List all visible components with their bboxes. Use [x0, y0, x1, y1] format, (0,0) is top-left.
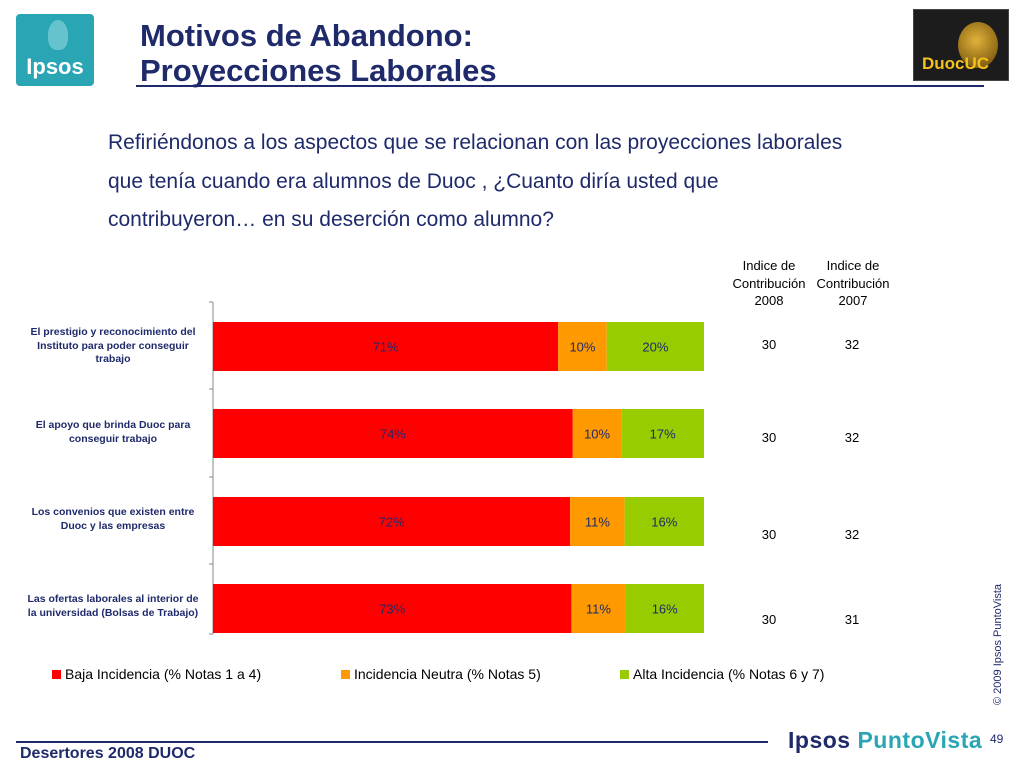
category-label-line: conseguir trabajo	[68, 432, 158, 445]
category-label-line: Los convenios que existen entre	[31, 506, 195, 518]
title-line-1: Motivos de Abandono:	[140, 18, 473, 53]
bar-segment	[558, 322, 607, 371]
bar-segment	[621, 409, 704, 458]
category-label: El apoyo que brinda Duoc para conseguir …	[16, 419, 210, 446]
index-header-2007-line: Indice de	[826, 258, 880, 273]
question-line-3: contribuyeron… en su deserción como alum…	[108, 208, 554, 231]
data-label: 71%	[373, 340, 399, 355]
bar-segment	[570, 497, 625, 546]
category-label: Los convenios que existen entre Duoc y l…	[16, 506, 210, 533]
data-label: 10%	[584, 427, 610, 442]
duoc-logo: DuocUC	[913, 9, 1009, 81]
bar-segment	[213, 322, 559, 371]
bar-segment	[624, 497, 704, 546]
category-label-line: la universidad (Bolsas de Trabajo)	[27, 606, 199, 619]
title-line-2: Proyecciones Laborales	[140, 53, 497, 88]
legend-swatch	[341, 669, 350, 679]
brand-part-1: Ipsos	[788, 727, 858, 753]
data-label: 11%	[585, 515, 610, 530]
data-label: 17%	[650, 427, 676, 442]
index-header-2008-line: Contribución	[732, 275, 806, 291]
ipsos-head-icon	[48, 20, 68, 50]
bar-segment	[213, 497, 571, 546]
index-header-2008-line: Indice de	[742, 258, 796, 273]
category-label-line: El prestigio y reconocimiento del	[30, 326, 196, 338]
index-header-2007-line: Contribución	[816, 275, 890, 291]
survey-question: Refiriéndonos a los aspectos que se rela…	[108, 124, 928, 240]
index-2008-value: 30	[761, 612, 777, 627]
ipsos-logo-text: Ipsos	[26, 54, 84, 79]
footer-divider	[16, 741, 768, 743]
bar-segment	[571, 584, 626, 633]
index-2008-value: 30	[761, 430, 777, 445]
ipsos-logo: Ipsos	[16, 14, 94, 86]
bar-segment	[213, 409, 573, 458]
index-2008-value: 30	[761, 337, 777, 352]
data-label: 10%	[569, 340, 595, 355]
category-label-line: trabajo	[95, 353, 131, 365]
index-header-2007-line: 2007	[838, 293, 868, 308]
bar-segment	[572, 409, 622, 458]
index-2007-value: 32	[844, 430, 860, 445]
bar-segment	[606, 322, 704, 371]
question-line-1: Refiriéndonos a los aspectos que se rela…	[108, 131, 843, 154]
ipsos-puntovista-logo: Ipsos PuntoVista	[788, 727, 982, 754]
duoc-seal-icon	[958, 22, 998, 68]
index-header-2008: Indice de Contribución 2008	[724, 257, 814, 310]
index-header-2008-line: 2008	[754, 293, 784, 308]
copyright-text: © 2009 Ipsos PuntoVista	[992, 583, 1004, 705]
legend-label: Baja Incidencia (% Notas 1 a 4)	[65, 666, 262, 682]
page-title: Motivos de Abandono: Proyecciones Labora…	[140, 18, 497, 88]
data-label: 72%	[379, 515, 405, 530]
legend-swatch	[52, 669, 61, 679]
data-label: 20%	[642, 340, 668, 355]
index-header-2007: Indice de Contribución 2007	[808, 257, 898, 310]
index-2007-value: 32	[844, 337, 860, 352]
category-label-line: El apoyo que brinda Duoc para	[35, 419, 191, 431]
question-line-2: que tenía cuando era alumnos de Duoc , ¿…	[108, 169, 719, 193]
category-label: El prestigio y reconocimiento del Instit…	[16, 326, 210, 367]
data-label: 16%	[651, 515, 677, 530]
legend-item-neutra: Incidencia Neutra (% Notas 5)	[341, 666, 541, 682]
data-label: 74%	[380, 427, 406, 442]
title-divider	[136, 85, 984, 87]
page-number: 49	[990, 732, 1004, 746]
data-label: 11%	[586, 602, 611, 617]
legend-label: Incidencia Neutra (% Notas 5)	[354, 666, 541, 682]
bar-segment	[213, 584, 572, 633]
brand-part-2: PuntoVista	[857, 727, 983, 753]
bar-segment	[625, 584, 704, 633]
category-label-line: Instituto para poder conseguir	[37, 339, 189, 352]
index-2008-value: 30	[761, 527, 777, 542]
category-label-line: Duoc y las empresas	[60, 519, 166, 532]
duoc-logo-text: DuocUC	[922, 54, 990, 73]
legend-label: Alta Incidencia (% Notas 6 y 7)	[633, 666, 825, 682]
data-label: 73%	[379, 602, 405, 617]
legend-item-baja: Baja Incidencia (% Notas 1 a 4)	[52, 666, 261, 682]
data-label: 16%	[652, 602, 678, 617]
legend-swatch	[620, 669, 629, 679]
category-label: Las ofertas laborales al interior de la …	[16, 593, 210, 620]
index-2007-value: 31	[844, 612, 860, 627]
footer-label: Desertores 2008 DUOC	[20, 745, 196, 762]
legend-item-alta: Alta Incidencia (% Notas 6 y 7)	[620, 666, 824, 682]
category-label-line: Las ofertas laborales al interior de	[27, 593, 199, 605]
index-2007-value: 32	[844, 527, 860, 542]
